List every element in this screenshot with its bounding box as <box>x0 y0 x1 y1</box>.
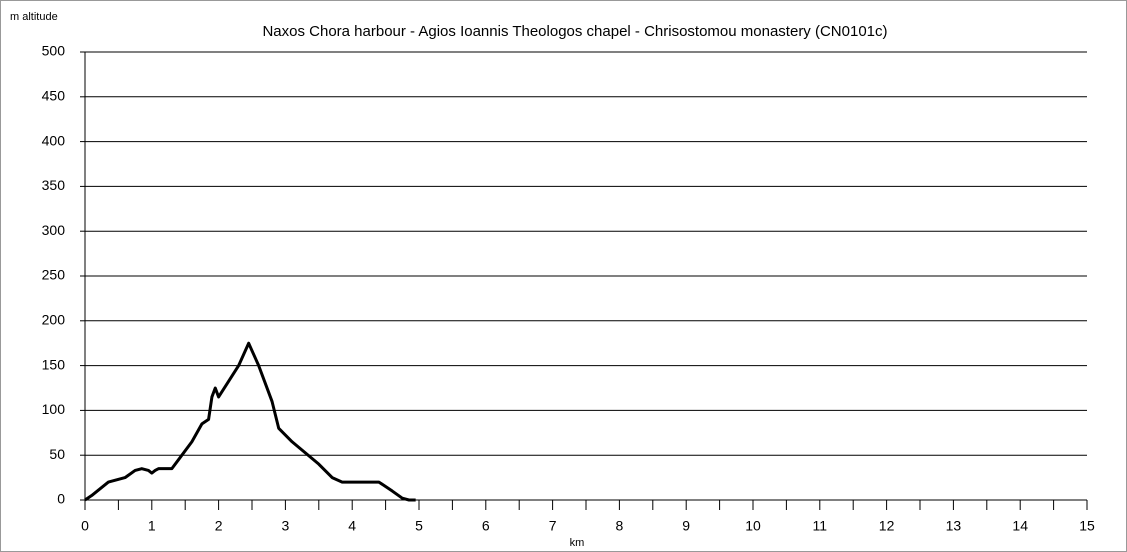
y-tick-label: 250 <box>42 267 66 283</box>
x-axis-label: km <box>570 537 585 549</box>
x-tick-label: 9 <box>682 518 690 534</box>
x-tick-label: 3 <box>282 518 290 534</box>
y-tick-label: 450 <box>42 88 66 104</box>
x-tick-label: 14 <box>1012 518 1028 534</box>
x-tick-label: 15 <box>1079 518 1095 534</box>
y-axis-label: m altitude <box>10 11 58 23</box>
x-tick-label: 13 <box>946 518 962 534</box>
y-tick-label: 100 <box>42 401 66 417</box>
y-tick-label: 300 <box>42 222 66 238</box>
line-series <box>84 341 416 502</box>
x-tick-label: 1 <box>148 518 156 534</box>
chart-title: Naxos Chora harbour - Agios Ioannis Theo… <box>262 23 887 40</box>
x-tick-label: 2 <box>215 518 223 534</box>
x-tick-label: 0 <box>81 518 89 534</box>
y-tick-label: 500 <box>42 43 66 59</box>
x-tick-label: 5 <box>415 518 423 534</box>
y-tick-label: 50 <box>49 446 65 462</box>
x-tick-label: 10 <box>745 518 761 534</box>
x-tick-label: 12 <box>879 518 895 534</box>
x-tick-label: 11 <box>813 518 828 534</box>
y-tick-label: 200 <box>42 312 66 328</box>
y-tick-label: 150 <box>42 356 66 372</box>
x-tick-label: 7 <box>549 518 557 534</box>
x-tick-label: 6 <box>482 518 490 534</box>
y-tick-label: 400 <box>42 132 66 148</box>
x-tick-label: 8 <box>616 518 624 534</box>
y-tick-label: 350 <box>42 177 66 193</box>
y-tick-label: 0 <box>57 491 65 507</box>
x-tick-label: 4 <box>348 518 356 534</box>
